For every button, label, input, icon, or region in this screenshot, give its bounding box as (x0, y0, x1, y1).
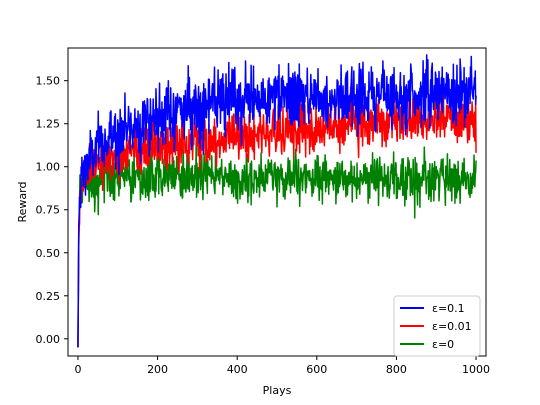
x-axis-ticks: 0 200 400 600 800 1000 (74, 356, 490, 376)
y-axis-label: Reward (16, 182, 29, 223)
y-tick-label: 1.25 (36, 118, 61, 131)
legend: ε=0.1 ε=0.01 ε=0 (393, 295, 481, 357)
legend-label-eps-0: ε=0 (432, 338, 454, 351)
plot-frame (67, 47, 487, 357)
x-tick-label: 800 (386, 363, 407, 376)
x-axis-label: Plays (263, 384, 292, 397)
x-tick-label: 200 (147, 363, 168, 376)
legend-label-eps-0-01: ε=0.01 (432, 320, 472, 333)
x-tick-label: 0 (74, 363, 81, 376)
x-tick-label: 1000 (462, 363, 490, 376)
legend-box (393, 295, 481, 357)
y-tick-label: 0.50 (36, 247, 61, 260)
series-line-1 (77, 86, 477, 348)
y-tick-label: 1.50 (36, 75, 61, 88)
x-tick-label: 600 (306, 363, 327, 376)
y-tick-label: 1.00 (36, 161, 61, 174)
x-tick-label: 400 (227, 363, 248, 376)
y-tick-label: 0.75 (36, 204, 61, 217)
series-line-2 (77, 140, 477, 348)
series-line-0 (77, 54, 477, 348)
y-tick-label: 0.00 (36, 333, 61, 346)
y-axis-ticks: 0.00 0.25 0.50 0.75 1.00 1.25 1.50 (36, 75, 68, 346)
legend-label-eps-0-1: ε=0.1 (432, 302, 465, 315)
plot-lines (77, 54, 477, 348)
y-tick-label: 0.25 (36, 290, 61, 303)
